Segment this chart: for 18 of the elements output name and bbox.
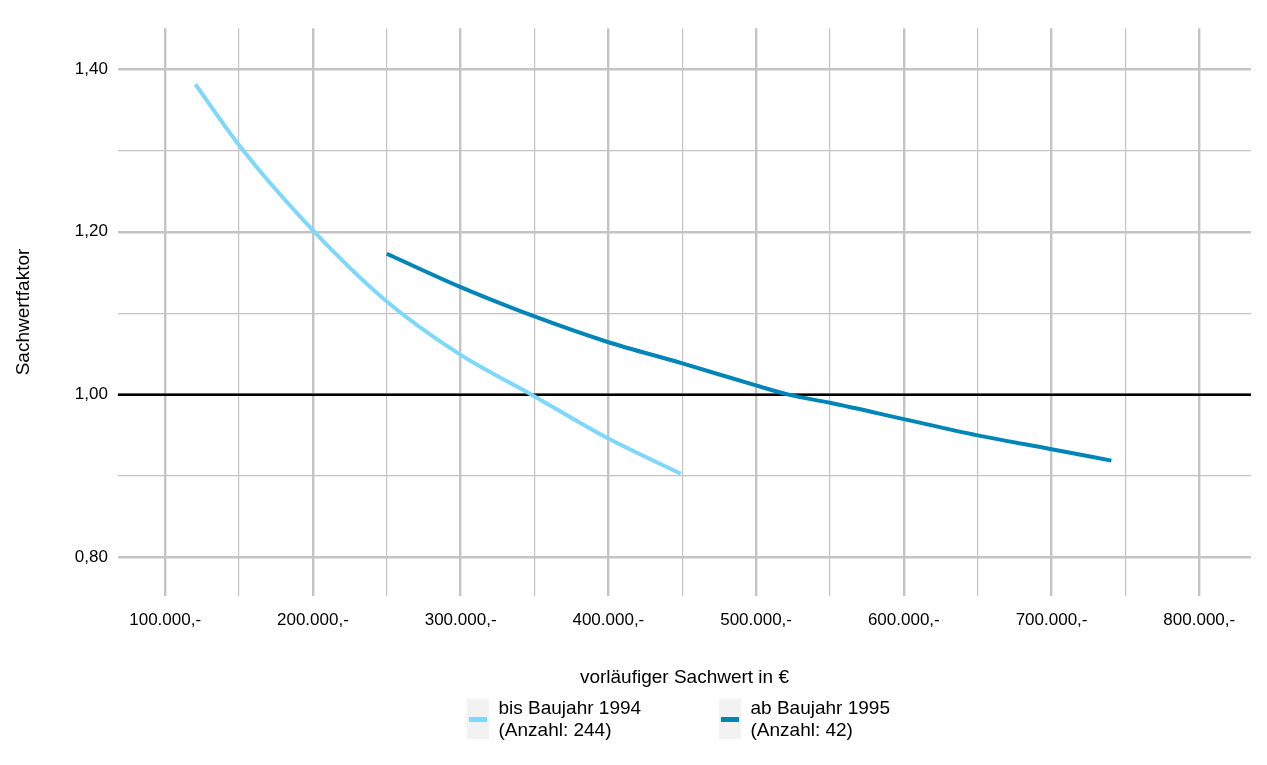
x-tick-label: 200.000,-	[276, 609, 349, 629]
x-tick-label: 800.000,-	[1163, 609, 1236, 629]
line-series	[193, 82, 683, 476]
x-tick-label: 400.000,-	[572, 609, 645, 629]
y-tick-label: 0,80	[74, 547, 108, 567]
y-tick-label: 1,20	[74, 221, 108, 241]
x-tick-label: 300.000,-	[424, 609, 497, 629]
x-tick-label: 700.000,-	[1015, 609, 1088, 629]
legend-label: ab Baujahr 1995 (Anzahl: 42)	[750, 697, 891, 741]
legend-label: bis Baujahr 1994 (Anzahl: 244)	[498, 697, 643, 741]
y-axis-title: Sachwertfaktor	[11, 247, 33, 376]
y-tick-label: 1,40	[74, 58, 108, 78]
y-tick-label: 1,00	[74, 384, 108, 404]
x-tick-label: 100.000,-	[129, 609, 202, 629]
x-axis-title: vorläufiger Sachwert in €	[579, 665, 790, 687]
x-tick-label: 600.000,-	[867, 609, 940, 629]
line-series	[384, 251, 1114, 463]
x-tick-label: 500.000,-	[720, 609, 793, 629]
